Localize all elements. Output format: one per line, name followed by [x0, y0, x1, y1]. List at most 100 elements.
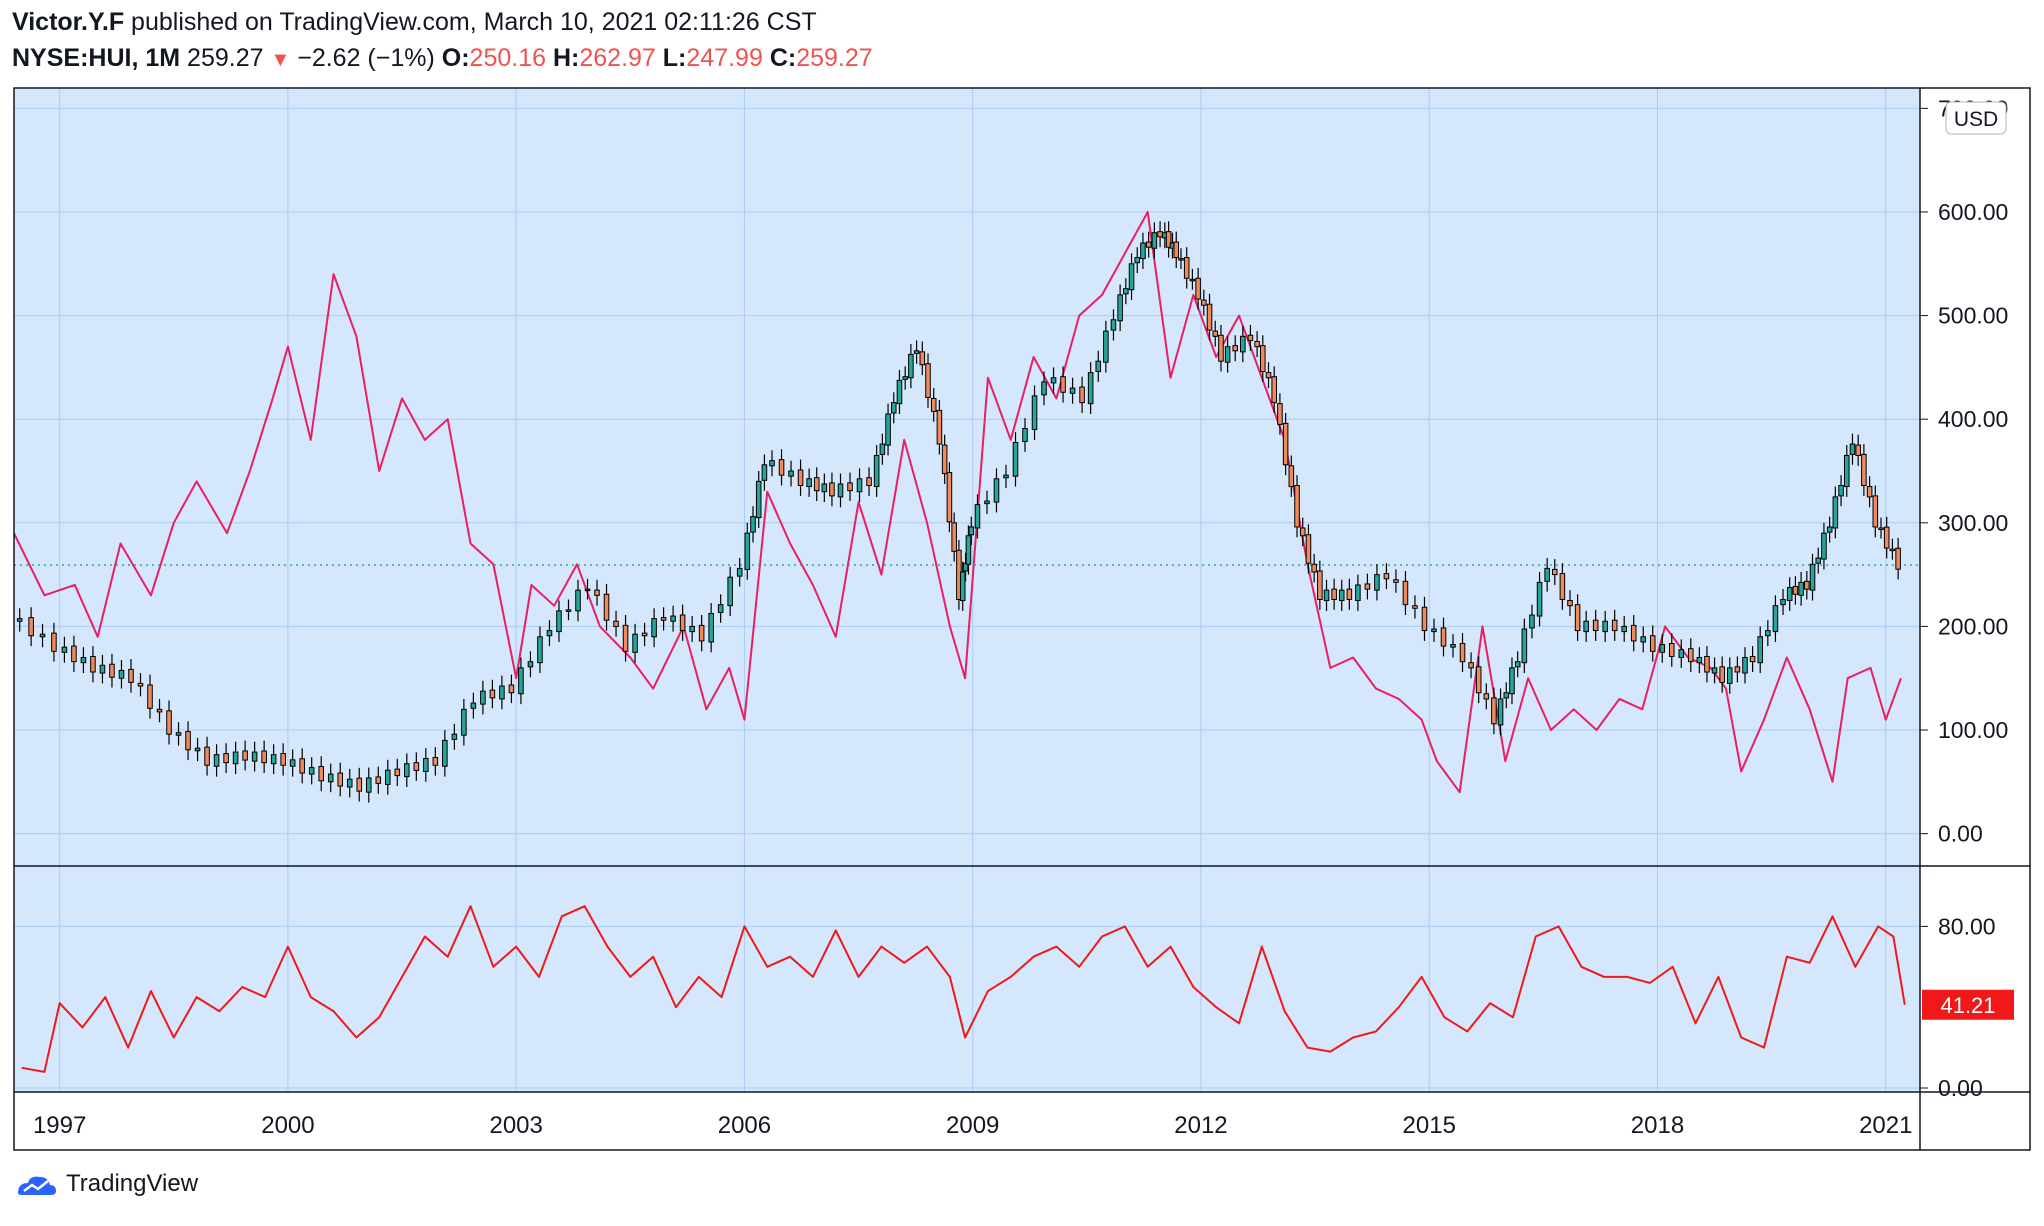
x-tick-2018: 2018 [1631, 1112, 1684, 1139]
candle [1277, 403, 1283, 425]
candle [1374, 574, 1380, 591]
price-axis[interactable]: 0.00 100.00 200.00 300.00 400.00 500.00 600.00… [1920, 95, 2008, 847]
candle [1240, 335, 1246, 353]
candle [413, 762, 420, 771]
candle [913, 350, 920, 354]
candle [813, 477, 820, 492]
candle [1798, 581, 1804, 596]
candle [375, 776, 382, 784]
candle [1765, 630, 1771, 637]
candle [1012, 442, 1019, 477]
candle [109, 663, 115, 678]
candle [1041, 381, 1047, 396]
candle [451, 733, 458, 740]
candle [936, 409, 943, 445]
candle [1726, 667, 1733, 684]
candle [727, 576, 733, 607]
overlay-line [13, 210, 1902, 794]
down-arrow-icon: ▼ [270, 49, 291, 71]
open-label: O: [441, 44, 470, 72]
currency-badge[interactable]: USD [1945, 101, 2007, 135]
candle [1224, 346, 1231, 363]
candle [1173, 241, 1180, 259]
candle [1602, 620, 1608, 633]
candle [769, 460, 775, 467]
candle [1821, 532, 1827, 560]
x-tick-2006: 2006 [718, 1112, 771, 1139]
main-pane-background[interactable] [14, 88, 1920, 866]
candle [1317, 570, 1323, 600]
rsi-badge-box [1922, 989, 2014, 1020]
candle [175, 732, 182, 736]
candle [1265, 372, 1272, 379]
candle [1668, 643, 1675, 657]
candle [346, 778, 353, 788]
candle [508, 684, 515, 694]
candle [847, 482, 853, 492]
candle [1254, 340, 1260, 348]
candle [537, 636, 543, 664]
candle [1809, 563, 1816, 591]
price-change: −2.62 (−1%) [297, 44, 435, 72]
high-label: H: [552, 44, 580, 72]
candle [1206, 303, 1213, 331]
candle [1140, 242, 1146, 260]
rsi-pane-background[interactable] [14, 866, 1920, 1092]
candle [708, 612, 714, 643]
candle [584, 588, 591, 592]
candle [1087, 372, 1094, 405]
candle [829, 482, 835, 497]
footer-brand[interactable]: TradingView [14, 1170, 198, 1198]
candle [1678, 649, 1685, 659]
candle [1583, 620, 1589, 633]
candle [156, 708, 163, 713]
time-axis[interactable]: 1997 2000 2003 2006 2009 2012 2015 2018 2021 [33, 1112, 1912, 1139]
rsi-axis[interactable]: 0.00 80.00 [1920, 913, 1996, 1101]
candle [908, 353, 914, 379]
author-name[interactable]: Victor.Y.F [12, 8, 125, 36]
candle [1031, 395, 1038, 431]
candle [16, 618, 23, 622]
candle [1529, 614, 1535, 629]
candle [1103, 330, 1109, 363]
candle [546, 630, 553, 637]
candle [1742, 657, 1748, 674]
candle [651, 618, 657, 638]
candle [137, 682, 144, 687]
candle [499, 685, 505, 700]
candle [1247, 334, 1254, 341]
candle [1195, 277, 1201, 300]
candle [1232, 345, 1238, 352]
candle [632, 633, 638, 653]
candle [1611, 619, 1618, 632]
candle [959, 571, 966, 602]
candle [1786, 587, 1793, 602]
candle [755, 480, 762, 519]
candle [223, 753, 229, 764]
candle [1757, 636, 1763, 664]
candle [1260, 345, 1266, 373]
candle [925, 363, 931, 398]
candle [1696, 657, 1703, 664]
candle [28, 617, 34, 637]
candle [1592, 619, 1599, 632]
symbol-label[interactable]: NYSE:HUI, 1M [12, 44, 181, 72]
candle [1282, 422, 1289, 466]
candle [242, 750, 248, 761]
candle [1804, 580, 1810, 590]
candle [1069, 387, 1076, 394]
candle [902, 376, 908, 380]
candle [941, 444, 948, 475]
candle [1134, 257, 1141, 264]
candle [1459, 643, 1466, 663]
candle [1022, 428, 1028, 442]
candle [185, 731, 191, 751]
candle [470, 702, 477, 709]
candle [1536, 581, 1543, 617]
candle [232, 751, 239, 765]
candle [689, 625, 695, 633]
rsi-series [21, 905, 1906, 1073]
candle [1364, 583, 1371, 590]
candle [1832, 496, 1839, 529]
